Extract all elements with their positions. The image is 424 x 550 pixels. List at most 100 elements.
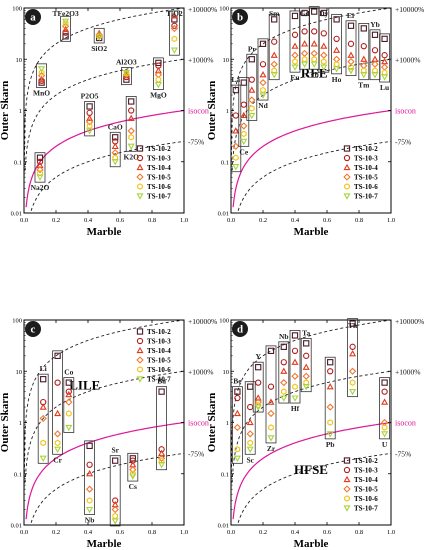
- element-nd: Nd: [257, 38, 269, 110]
- data-point-ts-10-2: [291, 332, 299, 339]
- element-k2o: K2O: [123, 96, 139, 161]
- data-point-ts-10-4: [280, 367, 288, 374]
- element-tb: Tb: [308, 6, 320, 79]
- data-point-ts-10-6: [128, 134, 135, 141]
- data-point-ts-10-4: [254, 394, 262, 401]
- x-tick-label: 0.6: [116, 529, 125, 536]
- data-point-ts-10-2: [86, 103, 93, 110]
- data-point-ts-10-2: [65, 379, 72, 386]
- data-point-ts-10-6: [348, 63, 354, 71]
- legend-symbol-ts-10-2: [136, 328, 144, 335]
- x-tick-label: 1.0: [180, 529, 188, 536]
- element-al2o3: Al2O3: [116, 58, 137, 86]
- data-point-ts-10-4: [347, 51, 355, 58]
- legend-label: TS-10-3: [147, 338, 171, 346]
- element-range-box: [231, 386, 243, 464]
- isocon-label: isocon: [395, 107, 416, 116]
- data-point-ts-10-4: [38, 75, 46, 83]
- data-point-ts-10-6: [292, 58, 298, 65]
- y-axis-title: Outer Skarn: [206, 393, 218, 452]
- legend-symbol-ts-10-4: [136, 346, 144, 354]
- element-lu: Lu: [379, 33, 391, 92]
- y-tick-label: 0.01: [218, 523, 229, 530]
- guide-curve-plus1000: [231, 58, 391, 171]
- data-point-ts-10-2: [360, 25, 367, 32]
- element-range-box: [289, 330, 301, 404]
- element-mgo: MgO: [150, 57, 167, 100]
- element-y: Y: [252, 352, 264, 413]
- y-tick-label: 1: [226, 108, 229, 115]
- element-range-box: [324, 356, 336, 440]
- x-tick-label: 0.8: [148, 217, 156, 224]
- element-range-box: [308, 6, 320, 70]
- legend-label: TS-10-7: [354, 193, 378, 201]
- element-label: Al2O3: [116, 58, 137, 67]
- data-point-ts-10-7: [360, 72, 368, 79]
- element-range-box: [252, 361, 264, 413]
- data-point-ts-10-6: [320, 58, 327, 65]
- element-label: MnO: [33, 89, 50, 98]
- guide-label-minus75: -75%: [395, 449, 411, 458]
- x-tick-label: 0.8: [355, 529, 363, 536]
- legend-label: TS-10-7: [147, 193, 171, 201]
- element-label: Pb: [326, 440, 335, 449]
- data-point-ts-10-6: [360, 67, 367, 74]
- legend-label: TS-10-2: [354, 457, 378, 465]
- x-tick-label: 0.4: [291, 529, 300, 536]
- y-tick-label: 0.1: [14, 159, 22, 166]
- data-point-ts-10-7: [62, 18, 70, 26]
- data-point-ts-10-2: [240, 79, 247, 86]
- data-point-ts-10-7: [248, 112, 256, 120]
- x-tick-label: 0.4: [84, 529, 93, 536]
- data-point-ts-10-4: [302, 363, 310, 370]
- data-point-ts-10-7: [291, 395, 299, 402]
- element-label: Nb: [279, 332, 289, 341]
- data-point-ts-10-7: [111, 518, 119, 525]
- data-point-ts-10-4: [54, 409, 62, 417]
- data-point-ts-10-6: [158, 457, 165, 464]
- panel-b: +10000% +1000% isocon -75% 0.0 0.2 0.4 0.6 0.8 1.…: [206, 5, 424, 238]
- data-point-ts-10-4: [170, 12, 178, 19]
- data-point-ts-10-3: [360, 43, 367, 50]
- data-point-ts-10-5: [326, 403, 334, 411]
- data-point-ts-10-6: [280, 388, 287, 395]
- data-point-ts-10-7: [39, 455, 47, 463]
- guide-curve-plus10000: [24, 8, 184, 178]
- element-range-box: [109, 131, 121, 168]
- data-point-ts-10-4: [246, 418, 254, 426]
- element-range-box: [246, 53, 258, 121]
- legend-symbol-ts-10-6: [137, 366, 143, 373]
- element-sr: Sr: [109, 446, 121, 527]
- y-tick-label: 10: [16, 369, 23, 376]
- x-tick-label: 0.2: [259, 529, 267, 536]
- data-point-ts-10-2: [349, 320, 356, 327]
- y-axis-title: Outer Skarn: [206, 81, 218, 140]
- legend-label: TS-10-6: [354, 495, 378, 503]
- element-tm: Tm: [358, 22, 370, 90]
- data-point-ts-10-7: [347, 67, 355, 75]
- element-label: CaO: [108, 122, 123, 131]
- data-point-ts-10-6: [301, 55, 308, 63]
- data-point-ts-10-7: [86, 506, 94, 514]
- data-point-ts-10-7: [267, 435, 275, 442]
- data-point-ts-10-2: [327, 359, 334, 366]
- data-point-ts-10-2: [267, 347, 275, 355]
- element-label: Nb: [85, 516, 95, 525]
- element-nb: Nb: [278, 332, 290, 404]
- data-point-ts-10-6: [234, 446, 241, 453]
- guide-curve-minus75: [30, 140, 184, 211]
- element-range-box: [379, 33, 391, 83]
- data-point-ts-10-6: [129, 470, 136, 478]
- panel-badge: [25, 9, 41, 25]
- data-point-ts-10-3: [320, 30, 327, 37]
- data-point-ts-10-3: [301, 28, 308, 35]
- data-point-ts-10-6: [54, 439, 61, 447]
- data-point-ts-10-3: [36, 158, 44, 165]
- data-point-ts-10-3: [381, 388, 388, 395]
- element-label: Sr: [111, 446, 119, 455]
- y-axis-title: Outer Skarn: [0, 81, 11, 140]
- data-point-ts-10-2: [311, 8, 318, 15]
- data-point-ts-10-5: [380, 63, 389, 71]
- legend-symbol-ts-10-7: [136, 193, 144, 200]
- element-be: Be: [231, 377, 243, 464]
